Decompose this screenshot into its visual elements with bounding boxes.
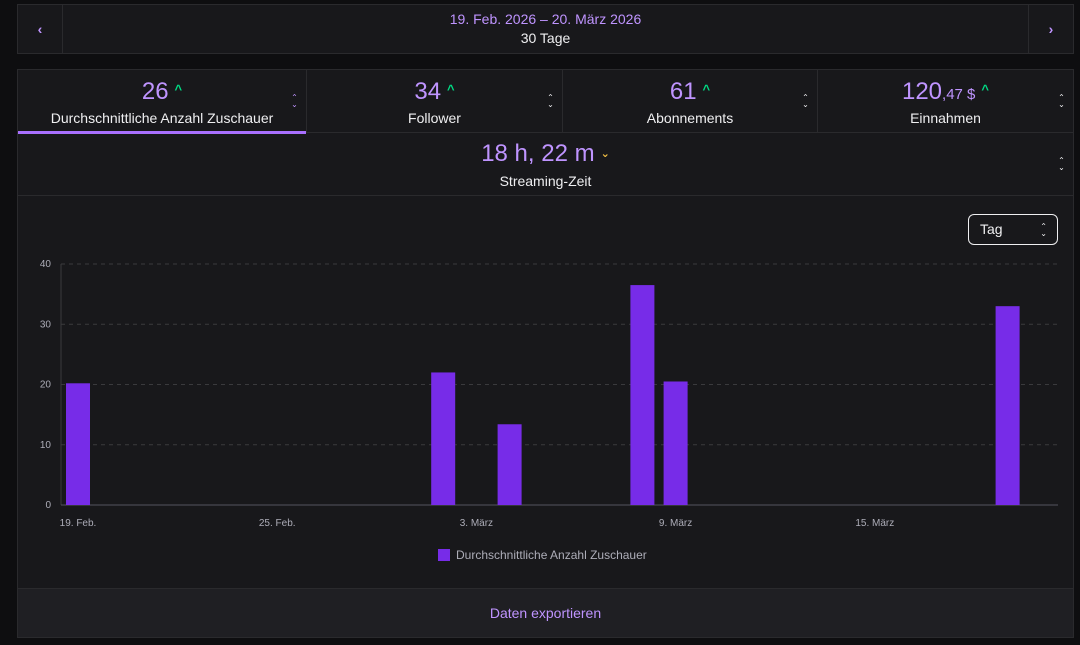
sort-icon: ⌃ ⌄ (1058, 156, 1065, 172)
kpi-value: 26 (141, 78, 169, 105)
previous-period-button[interactable]: ‹ (18, 5, 63, 53)
analytics-card: 26 ^ Durchschnittliche Anzahl Zuschauer ⌃… (17, 69, 1074, 638)
kpi-value: 120 (901, 78, 943, 105)
x-tick-label: 25. Feb. (259, 518, 296, 529)
sort-icon: ⌃ ⌄ (1058, 93, 1065, 109)
chevron-left-icon: ‹ (37, 21, 43, 37)
kpi-value-decimals: ,47 $ (942, 86, 976, 103)
kpi-tab-revenue[interactable]: 120,47 $ ^ Einnahmen ⌃ ⌄ (818, 70, 1073, 133)
y-tick-label: 20 (40, 380, 52, 391)
interval-select-value: Tag (980, 221, 1003, 237)
chart-bar (663, 381, 688, 505)
date-range-label: 19. Feb. 2026 – 20. März 2026 (449, 11, 642, 27)
kpi-tabs: 26 ^ Durchschnittliche Anzahl Zuschauer ⌃… (18, 70, 1073, 134)
x-tick-label: 3. März (460, 518, 493, 529)
y-tick-label: 30 (40, 319, 52, 330)
export-data-button[interactable]: Daten exportieren (18, 588, 1073, 637)
trend-down-icon: ⌄ (600, 148, 610, 160)
x-tick-label: 9. März (659, 518, 692, 529)
active-tab-indicator (18, 131, 306, 134)
kpi-tab-followers[interactable]: 34 ^ Follower ⌃ ⌄ (307, 70, 563, 133)
interval-select[interactable]: Tag ⌃ ⌄ (968, 214, 1058, 245)
trend-up-icon: ^ (702, 82, 711, 97)
kpi-value: 61 (669, 78, 697, 105)
chart-bar (431, 372, 456, 505)
kpi-label: Streaming-Zeit (499, 173, 592, 189)
chart-bar (630, 285, 655, 505)
chart-legend: Durchschnittliche Anzahl Zuschauer (438, 548, 647, 562)
kpi-label: Einnahmen (910, 110, 981, 126)
trend-up-icon: ^ (174, 82, 183, 97)
next-period-button[interactable]: › (1028, 5, 1073, 53)
y-tick-label: 0 (45, 500, 51, 511)
chart-bar (995, 306, 1020, 505)
kpi-value: 18 h, 22 m (481, 140, 595, 167)
kpi-tab-average-viewers[interactable]: 26 ^ Durchschnittliche Anzahl Zuschauer ⌃… (18, 70, 307, 134)
date-range-display: 19. Feb. 2026 – 20. März 2026 30 Tage (63, 10, 1028, 48)
trend-up-icon: ^ (981, 82, 989, 97)
y-tick-label: 40 (40, 259, 52, 270)
x-tick-label: 19. Feb. (60, 518, 97, 529)
bar-chart: 0 10 20 30 40 19. Feb. 25. Feb. 3. März 9. März 1… (40, 259, 1058, 529)
y-tick-label: 10 (40, 440, 52, 451)
kpi-tab-streaming-time[interactable]: 18 h, 22 m ⌄ Streaming-Zeit ⌃ ⌄ (18, 133, 1073, 196)
period-length-label: 30 Tage (520, 30, 571, 46)
legend-label: Durchschnittliche Anzahl Zuschauer (456, 548, 647, 562)
sort-icon: ⌃ ⌄ (547, 93, 554, 109)
kpi-tab-subscriptions[interactable]: 61 ^ Abonnements ⌃ ⌄ (563, 70, 818, 133)
x-tick-label: 15. März (855, 518, 894, 529)
kpi-label: Durchschnittliche Anzahl Zuschauer (50, 110, 274, 126)
sort-icon: ⌃ ⌄ (802, 93, 809, 109)
date-range-navigator: ‹ 19. Feb. 2026 – 20. März 2026 30 Tage … (17, 4, 1074, 54)
chevron-updown-icon: ⌃ ⌄ (1040, 222, 1047, 238)
trend-up-icon: ^ (447, 82, 455, 97)
legend-swatch (438, 549, 450, 561)
chart-bar (497, 424, 522, 505)
kpi-label: Abonnements (646, 110, 734, 126)
sort-icon: ⌃ ⌄ (291, 93, 298, 109)
export-label: Daten exportieren (489, 605, 602, 621)
kpi-label: Follower (408, 110, 461, 126)
chevron-right-icon: › (1048, 21, 1054, 37)
chart-bar (66, 383, 90, 505)
kpi-value: 34 (414, 78, 442, 105)
